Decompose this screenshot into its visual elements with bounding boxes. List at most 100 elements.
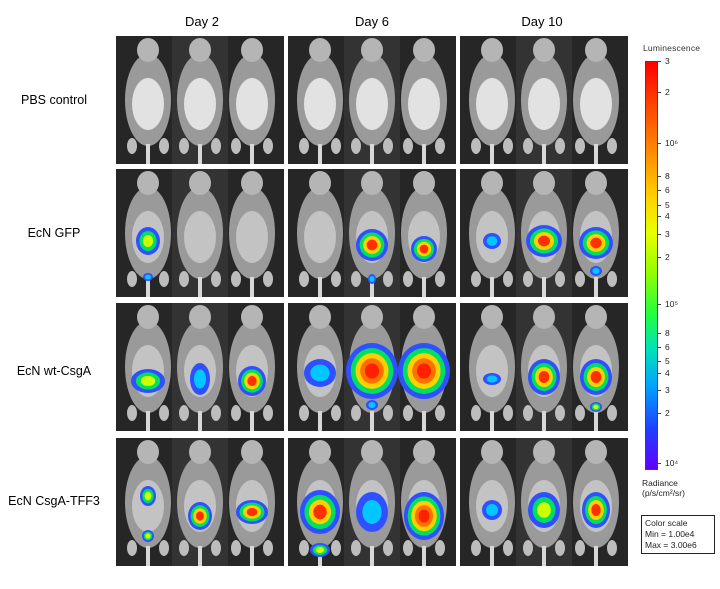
mouse-silhouette xyxy=(401,38,447,164)
imaging-panel-ecn-gfp-day-10 xyxy=(460,169,628,297)
color-scale-box: Color scale Min = 1.00e4 Max = 3.00e6 xyxy=(641,515,715,554)
colorbar-tick-label: 5 xyxy=(657,200,670,210)
bioluminescence-signal xyxy=(579,227,613,259)
column-header-day-6: Day 6 xyxy=(355,14,389,29)
mouse-silhouette xyxy=(349,38,395,164)
mouse-silhouette xyxy=(297,171,343,297)
bioluminescence-signal xyxy=(411,236,437,262)
bioluminescence-signal xyxy=(398,343,450,399)
radiance-units: (p/s/cm²/sr) xyxy=(642,488,685,498)
mice-image xyxy=(116,438,284,566)
colorbar-tick-label: 2 xyxy=(657,252,670,262)
imaging-panel-ecn-wt-csga-day-10 xyxy=(460,303,628,431)
mouse-silhouette xyxy=(177,38,223,164)
mice-image xyxy=(460,438,628,566)
row-label-ecn-wt-csga: EcN wt-CsgA xyxy=(16,364,92,378)
radiance-label: Radiance xyxy=(642,478,678,488)
bioluminescence-signal xyxy=(528,492,560,528)
bioluminescence-signal xyxy=(190,363,210,395)
bioluminescence-signal xyxy=(188,502,212,530)
colorbar-tick-label: 4 xyxy=(657,368,670,378)
mice-image xyxy=(460,303,628,431)
mouse-silhouette xyxy=(229,171,275,297)
bioluminescence-signal xyxy=(140,486,156,506)
imaging-panel-ecn-wt-csga-day-6 xyxy=(288,303,456,431)
bioluminescence-signal xyxy=(366,400,378,410)
mice-image xyxy=(460,169,628,297)
bioluminescence-signal xyxy=(528,359,560,395)
bioluminescence-signal xyxy=(368,274,376,284)
mouse-silhouette xyxy=(469,38,515,164)
colorbar-tick-label: 2 xyxy=(657,408,670,418)
imaging-panel-ecn-gfp-day-6 xyxy=(288,169,456,297)
mouse-silhouette xyxy=(469,305,515,431)
imaging-panel-pbs-control-day-10 xyxy=(460,36,628,164)
imaging-panel-ecn-csga-tff3-day-2 xyxy=(116,438,284,566)
bioluminescence-signal xyxy=(590,266,602,276)
column-header-day-2: Day 2 xyxy=(185,14,219,29)
colorbar-tick-label: 10⁴ xyxy=(656,458,679,468)
bioluminescence-signal xyxy=(580,359,612,395)
column-header-day-10: Day 10 xyxy=(521,14,563,29)
mouse-silhouette xyxy=(521,38,567,164)
imaging-panel-ecn-wt-csga-day-2 xyxy=(116,303,284,431)
imaging-panel-ecn-csga-tff3-day-10 xyxy=(460,438,628,566)
mice-image xyxy=(116,36,284,164)
row-label-ecn-gfp: EcN GFP xyxy=(27,226,81,240)
colorbar-tick-label: 10⁶ xyxy=(657,138,678,148)
imaging-panel-ecn-gfp-day-2 xyxy=(116,169,284,297)
bioluminescence-signal xyxy=(356,229,388,261)
mouse-silhouette xyxy=(297,38,343,164)
bioluminescence-signal xyxy=(310,543,330,557)
mice-image xyxy=(288,169,456,297)
colorbar-tick-label: 10⁵ xyxy=(657,299,678,309)
colorbar-tick-label: 5 xyxy=(657,356,670,366)
color-scale-min: Min = 1.00e4 xyxy=(645,529,695,539)
colorbar-tick-label: 6 xyxy=(657,342,670,352)
bioluminescence-signal xyxy=(356,492,388,532)
mice-image xyxy=(116,303,284,431)
colorbar-tick-label: 4 xyxy=(657,211,670,221)
colorbar-title: Luminescence xyxy=(643,43,701,53)
row-label-pbs-control: PBS control xyxy=(20,93,87,107)
bioluminescence-signal xyxy=(482,500,502,520)
bioluminescence-signal xyxy=(304,359,336,387)
bioluminescence-signal xyxy=(526,225,562,257)
bioluminescence-signal xyxy=(483,373,501,385)
mice-image xyxy=(288,36,456,164)
mice-image xyxy=(288,438,456,566)
mouse-silhouette xyxy=(229,38,275,164)
bioluminescence-signal xyxy=(236,500,268,524)
colorbar-tick-label: 2 xyxy=(657,87,670,97)
imaging-panel-pbs-control-day-6 xyxy=(288,36,456,164)
bioluminescence-signal xyxy=(136,227,160,255)
mouse-silhouette xyxy=(573,38,619,164)
color-scale-max: Max = 3.00e6 xyxy=(645,540,697,550)
imaging-panel-ecn-csga-tff3-day-6 xyxy=(288,438,456,566)
bioluminescence-signal xyxy=(238,366,266,396)
bioluminescence-signal xyxy=(582,492,610,528)
bioluminescence-signal xyxy=(300,490,340,534)
bioluminescence-signal xyxy=(142,530,154,542)
bioluminescence-signal xyxy=(346,343,398,399)
mice-image xyxy=(116,169,284,297)
color-scale-title: Color scale xyxy=(645,518,688,528)
mouse-silhouette xyxy=(177,171,223,297)
mice-image xyxy=(288,303,456,431)
bioluminescence-signal xyxy=(483,233,501,249)
mouse-silhouette xyxy=(125,38,171,164)
bioluminescence-signal xyxy=(131,369,165,393)
bioluminescence-signal xyxy=(590,402,602,412)
mice-image xyxy=(460,36,628,164)
bioluminescence-signal xyxy=(404,492,444,540)
colorbar-tick-label: 8 xyxy=(657,171,670,181)
colorbar-tick-label: 8 xyxy=(657,328,670,338)
colorbar-tick-label: 3 xyxy=(657,385,670,395)
colorbar-tick-label: 3 xyxy=(657,56,670,66)
row-label-ecn-csga-tff3: EcN CsgA-TFF3 xyxy=(8,494,100,508)
bioluminescence-signal xyxy=(143,273,153,281)
radiance-unit: Radiance (p/s/cm²/sr) xyxy=(642,478,685,498)
colorbar-tick-label: 6 xyxy=(657,185,670,195)
imaging-panel-pbs-control-day-2 xyxy=(116,36,284,164)
colorbar-gradient xyxy=(645,61,658,470)
